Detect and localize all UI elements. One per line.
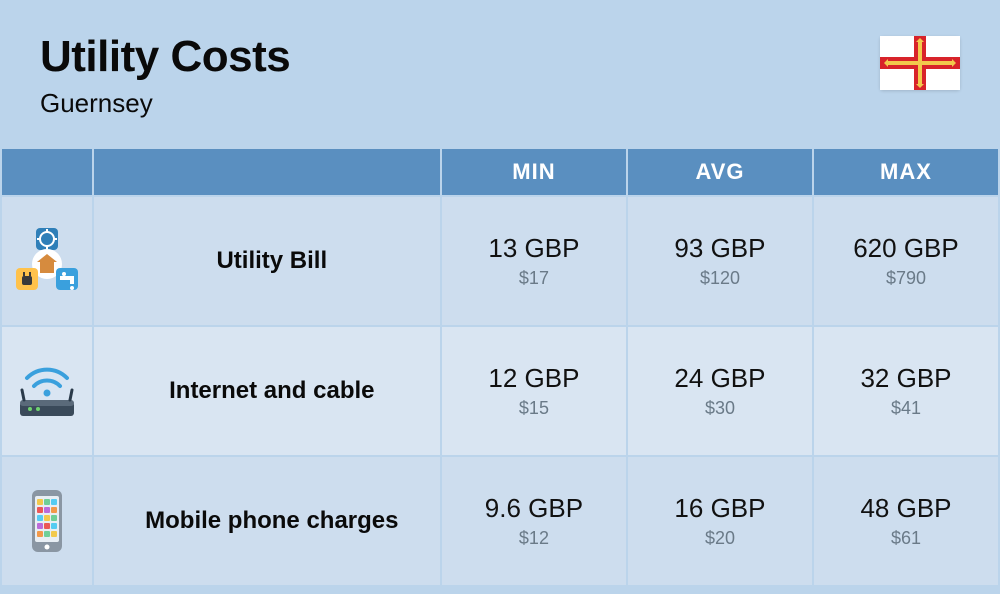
value-secondary: $15 bbox=[442, 398, 626, 419]
cell-avg: 16 GBP $20 bbox=[628, 457, 812, 585]
row-icon-cell bbox=[2, 327, 92, 455]
cell-min: 13 GBP $17 bbox=[442, 197, 626, 325]
cell-max: 620 GBP $790 bbox=[814, 197, 998, 325]
col-header-max: MAX bbox=[814, 149, 998, 195]
col-header-min: MIN bbox=[442, 149, 626, 195]
page-root: Utility Costs Guernsey bbox=[0, 0, 1000, 594]
value-secondary: $20 bbox=[628, 528, 812, 549]
col-header-avg: AVG bbox=[628, 149, 812, 195]
row-icon-cell bbox=[2, 197, 92, 325]
internet-cable-icon bbox=[12, 356, 82, 426]
value-secondary: $120 bbox=[628, 268, 812, 289]
cell-avg: 93 GBP $120 bbox=[628, 197, 812, 325]
value-secondary: $17 bbox=[442, 268, 626, 289]
value-secondary: $790 bbox=[814, 268, 998, 289]
value-secondary: $61 bbox=[814, 528, 998, 549]
table-row: Internet and cable 12 GBP $15 24 GBP $30… bbox=[2, 327, 998, 455]
value-secondary: $12 bbox=[442, 528, 626, 549]
cell-min: 9.6 GBP $12 bbox=[442, 457, 626, 585]
value-primary: 16 GBP bbox=[628, 493, 812, 524]
guernsey-flag-icon bbox=[880, 36, 960, 90]
table-header-row: MIN AVG MAX bbox=[2, 149, 998, 195]
value-secondary: $41 bbox=[814, 398, 998, 419]
mobile-phone-icon bbox=[12, 486, 82, 556]
value-primary: 13 GBP bbox=[442, 233, 626, 264]
value-primary: 620 GBP bbox=[814, 233, 998, 264]
row-icon-cell bbox=[2, 457, 92, 585]
row-name: Internet and cable bbox=[94, 327, 440, 455]
cell-min: 12 GBP $15 bbox=[442, 327, 626, 455]
value-secondary: $30 bbox=[628, 398, 812, 419]
page-header: Utility Costs Guernsey bbox=[0, 0, 1000, 147]
value-primary: 93 GBP bbox=[628, 233, 812, 264]
costs-table: MIN AVG MAX bbox=[0, 147, 1000, 587]
page-subtitle: Guernsey bbox=[40, 88, 960, 119]
col-header-name bbox=[94, 149, 440, 195]
value-primary: 48 GBP bbox=[814, 493, 998, 524]
row-name: Mobile phone charges bbox=[94, 457, 440, 585]
value-primary: 32 GBP bbox=[814, 363, 998, 394]
page-title: Utility Costs bbox=[40, 32, 960, 82]
col-header-icon bbox=[2, 149, 92, 195]
value-primary: 24 GBP bbox=[628, 363, 812, 394]
cell-avg: 24 GBP $30 bbox=[628, 327, 812, 455]
table-row: Utility Bill 13 GBP $17 93 GBP $120 620 … bbox=[2, 197, 998, 325]
cell-max: 48 GBP $61 bbox=[814, 457, 998, 585]
cell-max: 32 GBP $41 bbox=[814, 327, 998, 455]
table-row: Mobile phone charges 9.6 GBP $12 16 GBP … bbox=[2, 457, 998, 585]
value-primary: 12 GBP bbox=[442, 363, 626, 394]
value-primary: 9.6 GBP bbox=[442, 493, 626, 524]
utility-bill-icon bbox=[12, 226, 82, 296]
row-name: Utility Bill bbox=[94, 197, 440, 325]
